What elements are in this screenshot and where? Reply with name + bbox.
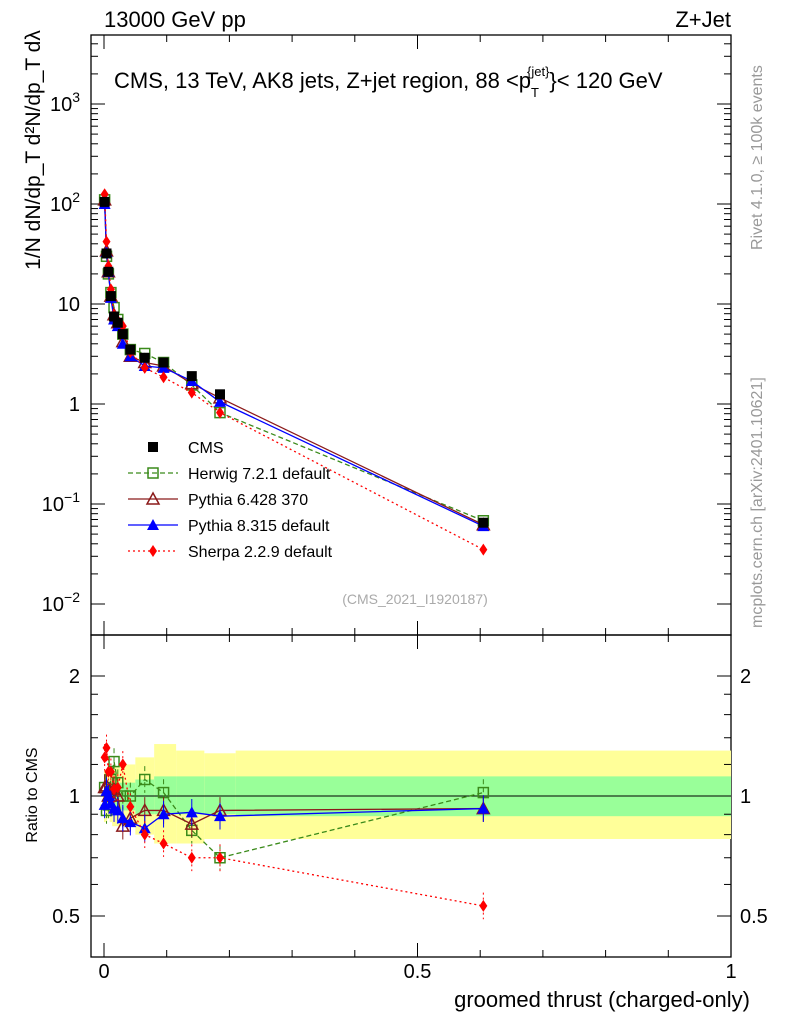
cms-point xyxy=(109,311,120,322)
cms-point xyxy=(117,329,128,340)
y-tick-label: 10−2 xyxy=(42,589,80,616)
x-tick-label: 0 xyxy=(98,961,109,983)
legend-label: Pythia 8.315 default xyxy=(188,518,330,535)
stat-band xyxy=(176,776,205,815)
ratio-y-tick-label: 0.5 xyxy=(52,906,80,928)
main-series xyxy=(97,188,491,556)
cms-point xyxy=(112,317,123,328)
pythia-8-315-default-point xyxy=(213,395,226,407)
sherpa-2-2-9-default-point xyxy=(140,361,149,374)
sherpa-2-2-9-default-point xyxy=(215,406,224,419)
cms-point xyxy=(158,357,169,368)
pythia-8-315-default-ratio-point xyxy=(111,804,124,816)
header-left: 13000 GeV pp xyxy=(104,7,246,32)
plot-title: CMS, 13 TeV, AK8 jets, Z+jet region, 88 … xyxy=(114,64,663,100)
herwig-7-2-1-default-ratio-point xyxy=(108,755,120,768)
sherpa-2-2-9-default-point xyxy=(159,371,168,384)
sherpa-2-2-9-default-ratio-point xyxy=(118,758,127,771)
pythia-8-315-default-ratio-point xyxy=(477,802,490,814)
cms-point xyxy=(139,352,150,363)
pythia-8-315-default-ratio-point xyxy=(124,816,137,828)
xlabel: groomed thrust (charged-only) xyxy=(454,987,750,1012)
stat-band xyxy=(135,779,155,815)
cms-point xyxy=(478,517,489,528)
sherpa-2-2-9-default-ratio-point xyxy=(215,851,224,864)
ratio-y-tick-label-right: 2 xyxy=(740,666,751,688)
pythia-8-315-default-ratio-point xyxy=(213,810,226,822)
legend-marker xyxy=(149,545,157,557)
cms-point xyxy=(125,344,136,355)
ylabel-ratio: Ratio to CMS xyxy=(24,747,41,842)
legend-label: Pythia 6.428 370 xyxy=(188,492,308,509)
sherpa-2-2-9-default-ratio-point xyxy=(187,851,196,864)
y-tick-label: 102 xyxy=(50,189,80,216)
x-tick-label: 1 xyxy=(725,961,736,983)
sherpa-2-2-9-default-ratio-point xyxy=(106,765,115,778)
cms-point xyxy=(101,248,112,259)
sherpa-2-2-9-default-point xyxy=(187,386,196,399)
sherpa-2-2-9-default-ratio-point xyxy=(126,800,135,813)
cms-point xyxy=(103,266,114,277)
cms-point xyxy=(99,196,110,207)
ratio-y-tick-label-right: 0.5 xyxy=(740,906,768,928)
sherpa-2-2-9-default-ratio-point xyxy=(113,781,122,794)
ratio-series xyxy=(97,734,491,920)
legend-label: Herwig 7.2.1 default xyxy=(188,466,331,483)
ratio-y-tick-label-right: 1 xyxy=(740,786,751,808)
cms-point xyxy=(186,371,197,382)
cms-point xyxy=(214,389,225,400)
legend-label: Sherpa 2.2.9 default xyxy=(188,544,333,561)
sherpa-2-2-9-default-ratio-point xyxy=(100,751,109,764)
sherpa-2-2-9-default-ratio-point xyxy=(159,837,168,850)
x-tick-label: 0.5 xyxy=(404,961,432,983)
pythia-6-428-370-ratio-point xyxy=(184,816,200,830)
y-tick-label: 10 xyxy=(58,294,80,316)
ratio-y-tick-label: 1 xyxy=(69,786,80,808)
sherpa-2-2-9-default-point xyxy=(479,543,488,556)
ratio-y-tick-label: 2 xyxy=(69,666,80,688)
legend-marker xyxy=(147,467,159,479)
side-rivet: Rivet 4.1.0, ≥ 100k events xyxy=(749,65,766,250)
sherpa-2-2-9-default-ratio-point xyxy=(140,828,149,841)
y-tick-label: 103 xyxy=(50,89,80,116)
y-tick-label: 1 xyxy=(69,394,80,416)
side-mcplots: mcplots.cern.ch [arXiv:2401.10621] xyxy=(749,377,766,628)
ylabel-main: 1/N dN/dp_T d²N/dp_T dλ xyxy=(22,30,45,270)
legend-marker xyxy=(145,491,161,505)
herwig-7-2-1-default-ratio-point xyxy=(139,773,151,786)
sherpa-2-2-9-default-point xyxy=(102,235,111,248)
legend: CMS Herwig 7.2.1 default Pythia 6.428 370 P… xyxy=(128,440,333,561)
main-panel-frame xyxy=(90,34,732,636)
analysis-id: (CMS_2021_I1920187) xyxy=(342,591,488,607)
header-right: Z+Jet xyxy=(675,7,731,32)
pythia-8-315-default-ratio-point xyxy=(185,806,198,818)
sherpa-2-2-9-default-ratio-point xyxy=(102,741,111,754)
pythia-8-315-default-ratio-point xyxy=(116,812,129,824)
legend-marker xyxy=(148,442,158,452)
y-tick-label: 10−1 xyxy=(42,489,80,516)
sherpa-2-2-9-default-ratio-point xyxy=(479,899,488,912)
cms-point xyxy=(105,291,116,302)
pythia-8-315-default-ratio-point xyxy=(157,808,170,820)
legend-marker xyxy=(147,519,159,530)
legend-label: CMS xyxy=(188,440,224,457)
